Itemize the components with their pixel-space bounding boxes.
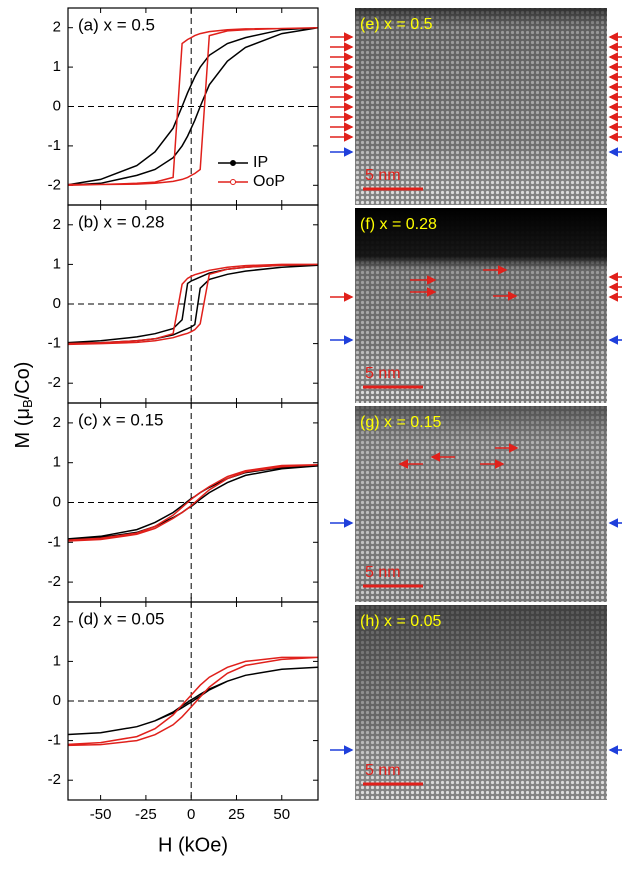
y-tick-label: -2 (48, 573, 61, 590)
y-label-part: /Co) (12, 362, 34, 400)
x-tick-label: 25 (228, 806, 245, 823)
y-tick-label: 0 (53, 692, 61, 709)
panel-title: (a) x = 0.5 (78, 15, 155, 34)
y-tick-label: -1 (48, 137, 61, 154)
y-label-sub: B (20, 399, 35, 408)
image-label: (h) x = 0.05 (360, 613, 441, 630)
y-tick-label: -2 (48, 771, 61, 788)
y-tick-label: -2 (48, 176, 61, 193)
plot-frame (67, 601, 319, 801)
scale-bar-label: 5 nm (365, 762, 401, 779)
micrograph-shade (355, 8, 607, 205)
y-tick-label: 2 (53, 613, 61, 630)
series-line (68, 656, 318, 747)
legend-marker (230, 160, 236, 166)
legend-label: OoP (253, 173, 285, 190)
y-label-part: M (μ (12, 408, 34, 448)
y-tick-label: 0 (53, 493, 61, 510)
legend-label: IP (253, 154, 268, 171)
series-line (68, 463, 318, 542)
panel-title: (b) x = 0.28 (78, 212, 164, 231)
micrograph-shade (355, 208, 607, 403)
series-line (68, 26, 318, 186)
image-label: (e) x = 0.5 (360, 16, 433, 33)
y-axis-label: M (μB/Co) (12, 362, 35, 449)
x-axis-label: H (kOe) (158, 834, 228, 856)
y-tick-label: -1 (48, 335, 61, 352)
x-tick-label: 0 (187, 806, 195, 823)
image-label: (f) x = 0.28 (360, 216, 437, 233)
y-tick-label: 0 (53, 97, 61, 114)
y-tick-label: -1 (48, 533, 61, 550)
y-tick-label: 2 (53, 216, 61, 233)
legend-marker (230, 179, 236, 185)
x-tick-label: 50 (273, 806, 290, 823)
x-tick-label: -50 (90, 806, 112, 823)
y-tick-label: 2 (53, 19, 61, 36)
y-tick-label: 1 (53, 255, 61, 272)
y-tick-label: -1 (48, 732, 61, 749)
y-tick-label: 2 (53, 414, 61, 431)
image-label: (g) x = 0.15 (360, 414, 441, 431)
y-tick-label: 0 (53, 295, 61, 312)
series-line (68, 264, 318, 345)
scale-bar-label: 5 nm (365, 365, 401, 382)
panel-title: (c) x = 0.15 (78, 410, 164, 429)
x-tick-label: -25 (135, 806, 157, 823)
panel-title: (d) x = 0.05 (78, 609, 164, 628)
scale-bar-label: 5 nm (365, 167, 401, 184)
series-line (68, 26, 318, 186)
micrograph-shade (355, 406, 607, 602)
y-tick-label: 1 (53, 58, 61, 75)
y-tick-label: -2 (48, 374, 61, 391)
scale-bar-label: 5 nm (365, 564, 401, 581)
y-tick-label: 1 (53, 454, 61, 471)
y-tick-label: 1 (53, 652, 61, 669)
series-line (68, 263, 318, 346)
micrograph-shade (355, 605, 607, 800)
